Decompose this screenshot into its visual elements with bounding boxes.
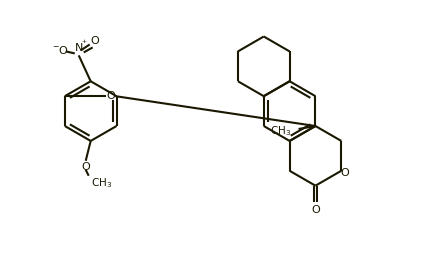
Text: CH$_3$: CH$_3$ [91, 176, 112, 190]
Text: O: O [90, 37, 99, 46]
Text: O: O [340, 168, 349, 178]
Text: O: O [106, 91, 115, 101]
Text: O: O [311, 205, 320, 214]
Text: $^{+}$: $^{+}$ [82, 38, 88, 47]
Text: $^{-}$O: $^{-}$O [53, 45, 69, 56]
Text: N: N [75, 44, 83, 53]
Text: CH$_3$: CH$_3$ [270, 124, 292, 138]
Text: O: O [81, 162, 90, 172]
